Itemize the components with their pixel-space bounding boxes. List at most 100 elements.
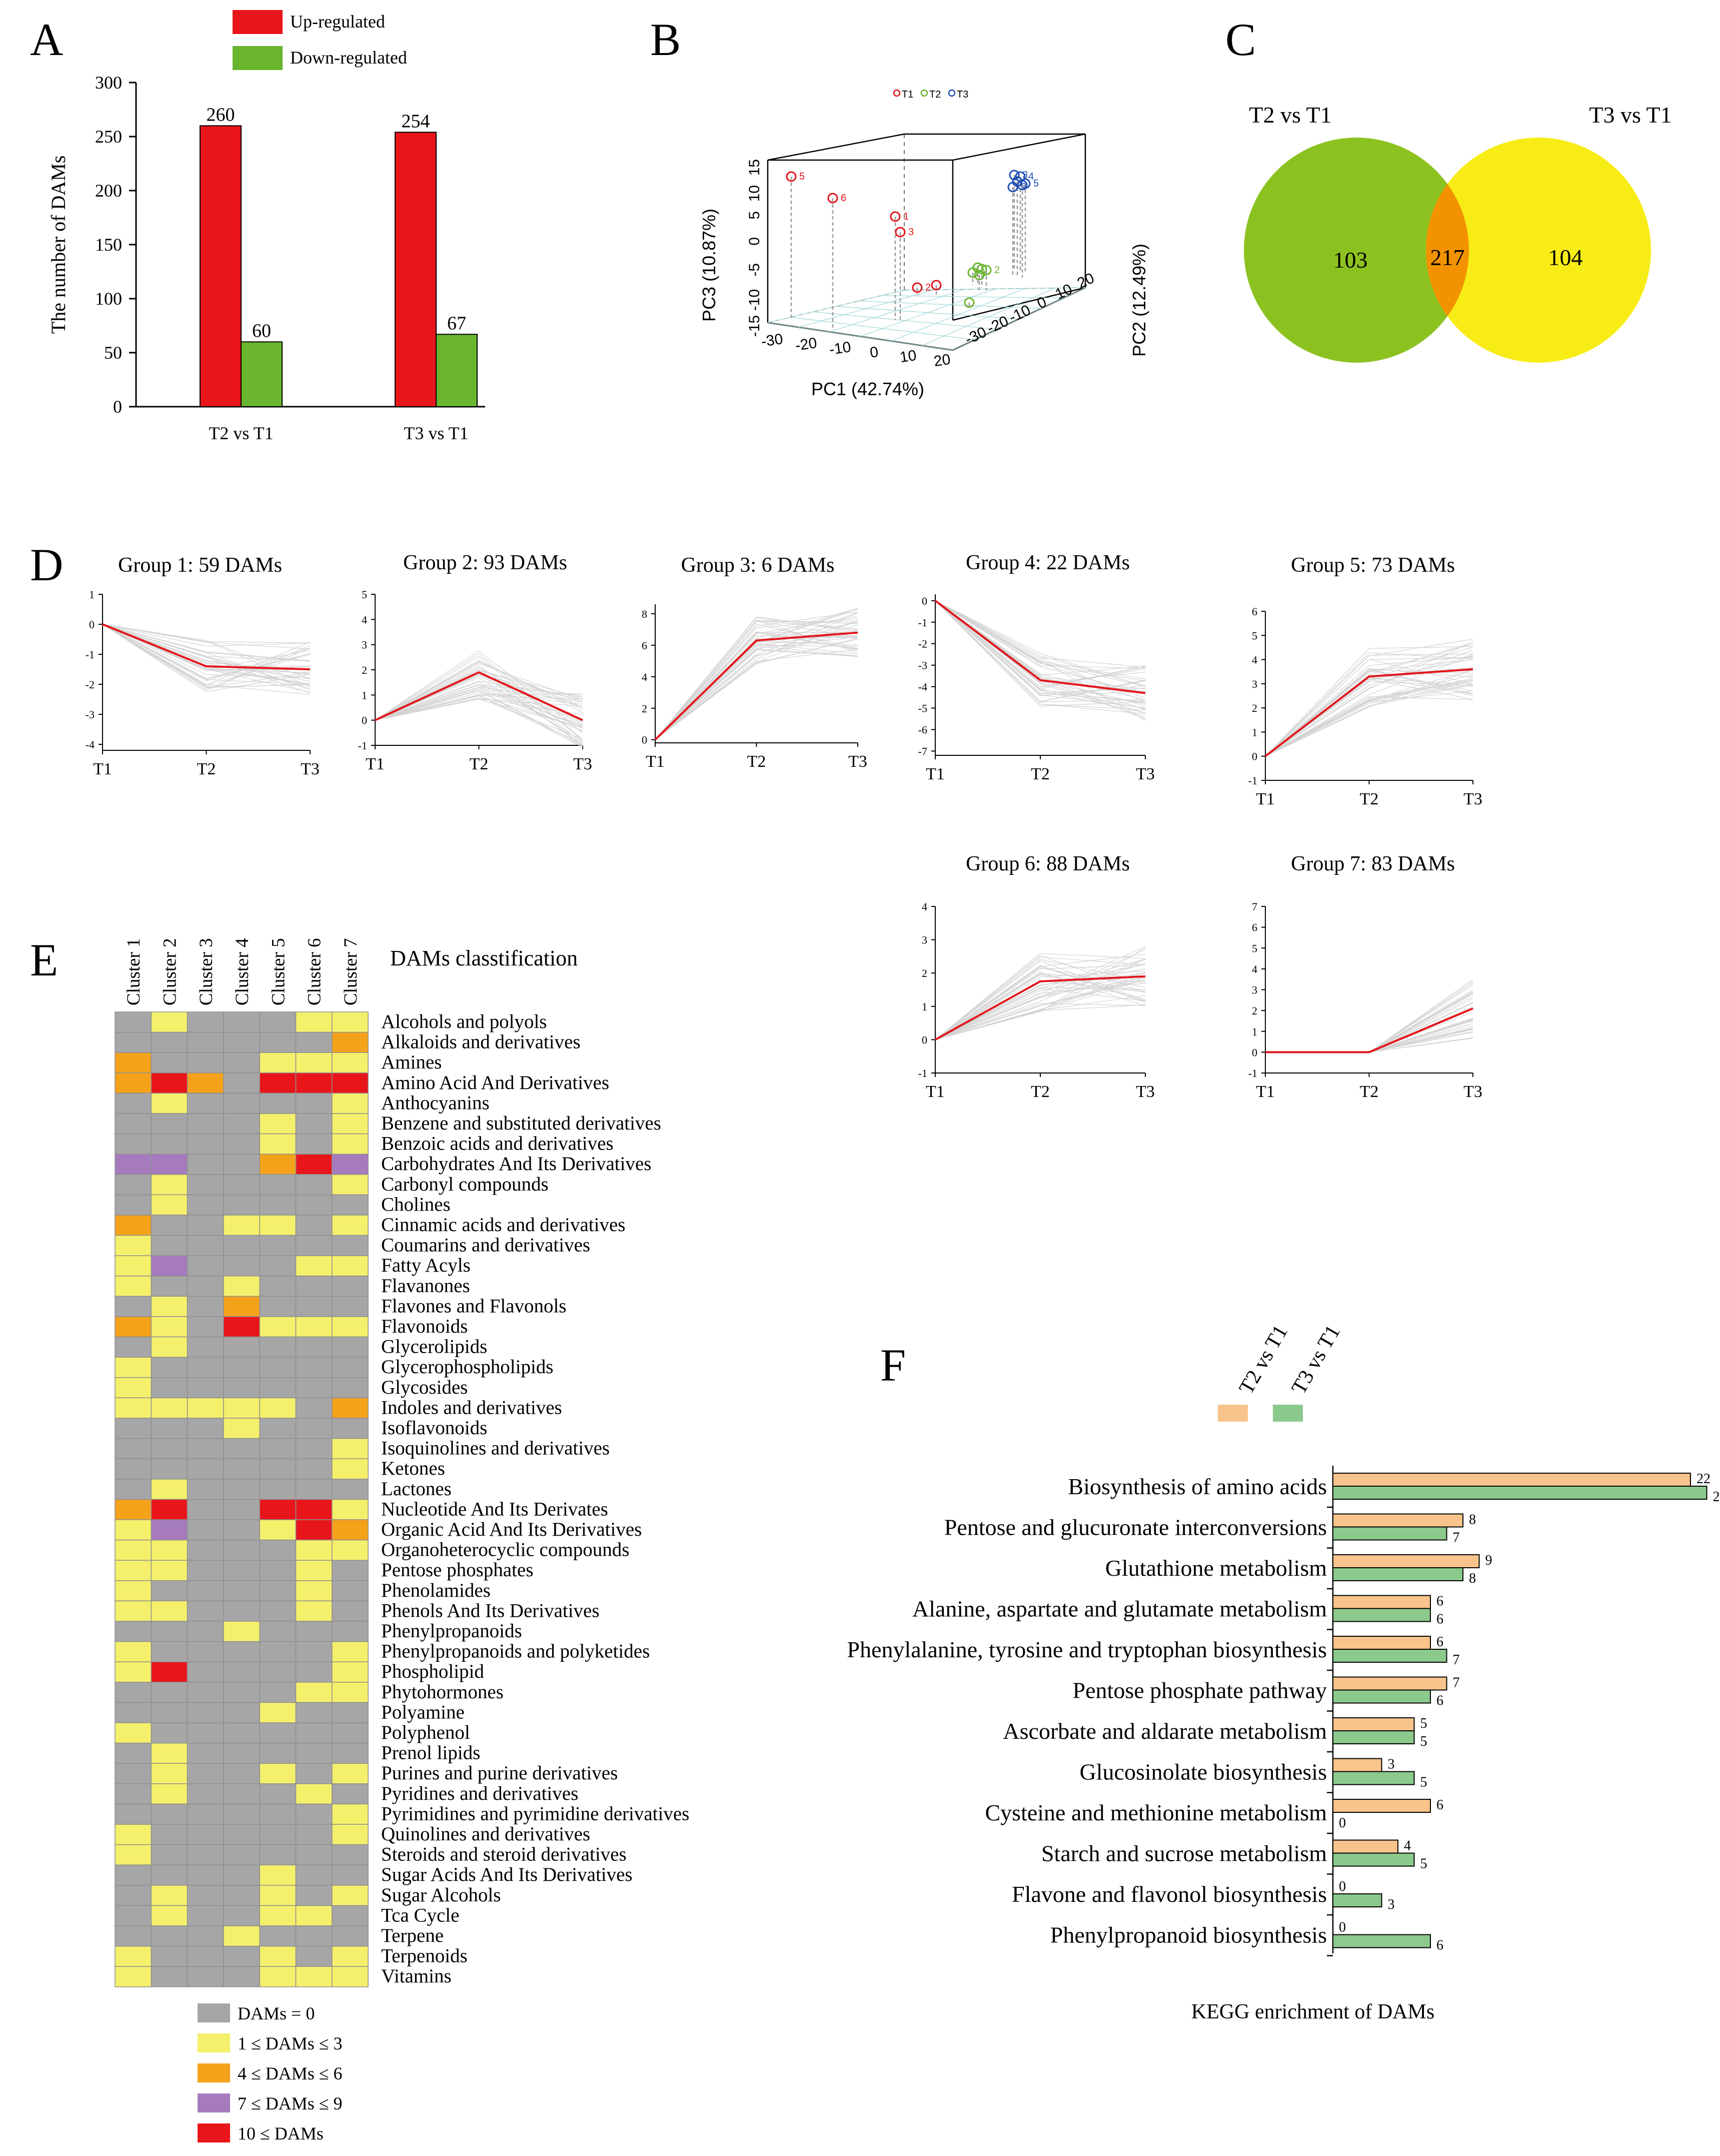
- e-heat-cell: [223, 1397, 260, 1419]
- b-y-tick-label: 10: [1053, 281, 1075, 303]
- e-heat-cell: [187, 1824, 224, 1845]
- d-member-line: [375, 694, 583, 744]
- e-column-label: Cluster 2: [160, 938, 180, 1005]
- e-heat-cell: [187, 1966, 224, 1987]
- e-heat-cell: [115, 1945, 152, 1967]
- panel-label-c: C: [1225, 14, 1256, 65]
- d-member-line: [1265, 643, 1473, 757]
- e-heat-cell: [187, 1580, 224, 1602]
- f-data-label: 7: [1453, 1652, 1460, 1668]
- b-z-tick-label: 0: [746, 237, 763, 246]
- e-heat-cell: [115, 1458, 152, 1480]
- e-heat-cell: [115, 1011, 152, 1033]
- d-y-tick-label: -2: [86, 678, 95, 691]
- e-heat-cell: [295, 1479, 333, 1500]
- e-heat-cell: [187, 1418, 224, 1439]
- d-member-line: [655, 631, 858, 740]
- a-bar-down: [436, 334, 478, 408]
- d-y-tick-label: 2: [922, 967, 927, 979]
- b-y-tick-label: 0: [1034, 294, 1049, 312]
- d-member-line: [1265, 680, 1473, 757]
- d-y-tick-label: -1: [358, 739, 367, 752]
- d-member-line: [375, 660, 583, 721]
- e-heat-cell: [332, 1539, 369, 1561]
- d-x-tick-label: T2: [1031, 765, 1050, 783]
- e-row-label: Pentose phosphates: [381, 1559, 533, 1581]
- d-panel-title: Group 5: 73 DAMs: [1291, 554, 1455, 577]
- e-heat-cell: [187, 1316, 224, 1338]
- d-x-tick-label: T3: [1463, 790, 1482, 808]
- d-y-tick-label: 1: [922, 1000, 927, 1013]
- e-heat-cell: [151, 1844, 188, 1865]
- b-x-tick-label: -30: [760, 331, 784, 350]
- e-heat-cell: [223, 1742, 260, 1764]
- d-member-line: [935, 600, 1146, 703]
- d-member-line: [1265, 1029, 1473, 1052]
- e-heat-cell: [115, 1235, 152, 1256]
- f-category-label: Phenylalanine, tyrosine and tryptophan b…: [847, 1637, 1327, 1662]
- e-heat-cell: [295, 1824, 333, 1845]
- e-heat-cell: [295, 1296, 333, 1317]
- e-row-label: Carbohydrates And Its Derivatives: [381, 1153, 651, 1175]
- panel-label-d: D: [30, 539, 63, 590]
- e-row-label: Ketones: [381, 1458, 445, 1479]
- e-heat-cell: [115, 1844, 152, 1865]
- e-heat-cell: [151, 1783, 188, 1805]
- d-x-tick-label: T1: [646, 752, 665, 771]
- e-heat-cell: [115, 1174, 152, 1196]
- d-y-tick-label: 0: [642, 734, 647, 746]
- e-heat-cell: [223, 1479, 260, 1500]
- c-venn-value-left: 103: [1333, 247, 1368, 273]
- e-heat-cell: [223, 1093, 260, 1114]
- e-heat-cell: [115, 1499, 152, 1520]
- e-heat-cell: [115, 1255, 152, 1277]
- f-data-label: 4: [1404, 1838, 1411, 1854]
- e-heat-cell: [259, 1458, 297, 1480]
- d-member-line: [935, 600, 1146, 709]
- e-row-label: Isoquinolines and derivatives: [381, 1438, 610, 1459]
- e-heat-cell: [295, 1336, 333, 1358]
- e-row-label: Benzene and substituted derivatives: [381, 1113, 661, 1134]
- e-heat-cell: [151, 1742, 188, 1764]
- e-heat-cell: [223, 1661, 260, 1683]
- e-row-label: Amines: [381, 1051, 442, 1073]
- e-heat-cell: [115, 1154, 152, 1175]
- d-member-line: [102, 624, 311, 685]
- d-member-line: [935, 965, 1146, 1040]
- b-legend-marker: [893, 89, 901, 97]
- e-heat-cell: [332, 1499, 369, 1520]
- f-category-label: Biosynthesis of amino acids: [1068, 1474, 1327, 1499]
- e-heat-cell: [259, 1966, 297, 1987]
- e-heat-cell: [295, 1560, 333, 1581]
- panel-label-f: F: [880, 1340, 906, 1391]
- d-y-tick-label: -1: [1248, 774, 1257, 787]
- e-heat-cell: [295, 1702, 333, 1723]
- d-member-line: [102, 624, 311, 680]
- e-heat-cell: [295, 1682, 333, 1703]
- e-heat-cell: [151, 1925, 188, 1947]
- e-legend-label: DAMs = 0: [238, 2003, 315, 2023]
- e-heat-cell: [295, 1864, 333, 1886]
- e-heat-cell: [223, 1438, 260, 1459]
- e-heat-cell: [332, 1763, 369, 1784]
- e-heat-cell: [259, 1742, 297, 1764]
- e-heat-cell: [295, 1925, 333, 1947]
- e-heat-cell: [295, 1377, 333, 1399]
- e-heat-cell: [332, 1641, 369, 1662]
- e-heat-cell: [332, 1438, 369, 1459]
- e-column-label: Cluster 6: [305, 938, 325, 1005]
- e-heat-cell: [115, 1093, 152, 1114]
- f-bar-t3: [1332, 1567, 1463, 1581]
- e-heat-cell: [115, 1215, 152, 1236]
- f-data-label: 6: [1436, 1797, 1443, 1813]
- d-member-line: [655, 609, 858, 740]
- d-member-line: [935, 600, 1146, 702]
- e-heat-cell: [332, 1397, 369, 1419]
- e-heat-cell: [187, 1235, 224, 1256]
- f-data-label: 23: [1713, 1489, 1720, 1505]
- f-bar-t2: [1332, 1473, 1691, 1487]
- e-heat-cell: [187, 1093, 224, 1114]
- e-heat-cell: [115, 1742, 152, 1764]
- d-panel-title: Group 1: 59 DAMs: [118, 554, 282, 577]
